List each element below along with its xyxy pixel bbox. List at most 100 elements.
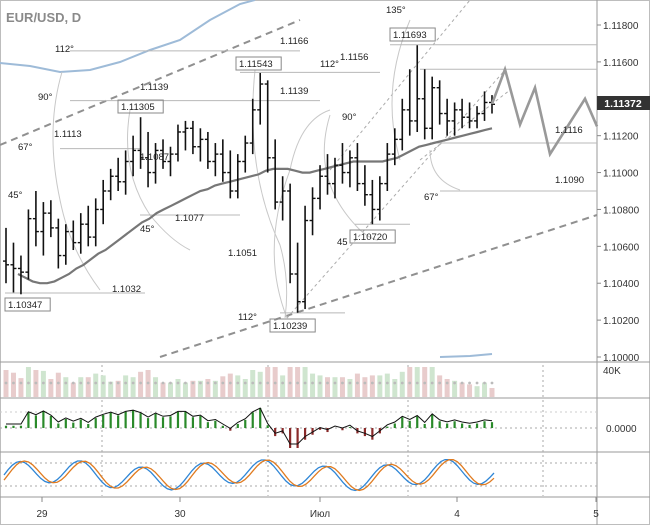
price-label: 1.11693	[393, 30, 427, 41]
volume-dot	[64, 381, 68, 385]
gann-arc	[127, 109, 191, 251]
price-label: 1.1051	[228, 248, 257, 259]
price-label: 1.1032	[112, 284, 141, 295]
volume-bar	[93, 373, 99, 397]
volume-bar	[280, 375, 286, 397]
volume-bar	[108, 381, 114, 397]
price-label: 1.1087	[140, 152, 169, 163]
volume-dot	[393, 381, 397, 385]
volume-dot	[311, 381, 314, 385]
volume-bar	[85, 377, 91, 397]
angle-label: 45°	[8, 190, 23, 201]
volume-bar	[459, 382, 465, 397]
volume-dot	[430, 381, 434, 385]
volume-dot	[4, 381, 8, 385]
price-label: 1.10347	[8, 300, 42, 311]
angle-label: 90°	[38, 92, 53, 103]
volume-dot	[191, 381, 195, 385]
forecast-line	[490, 65, 599, 158]
volume-dot	[27, 381, 30, 385]
volume-bar	[467, 384, 473, 397]
volume-bar	[369, 375, 375, 397]
volume-bar	[63, 377, 69, 397]
volume-dot	[445, 381, 449, 385]
volume-bar	[220, 376, 226, 397]
volume-dot	[296, 381, 299, 385]
y-tick-label: 1.11600	[603, 58, 639, 69]
price-label: 1.11305	[121, 102, 155, 113]
gann-arc	[323, 114, 379, 241]
volume-dot	[131, 381, 135, 385]
volume-dot	[184, 381, 187, 385]
volume-dot	[34, 381, 38, 385]
forecast-path	[490, 65, 599, 158]
channel-line	[329, 0, 471, 171]
angle-label: 45	[337, 237, 348, 248]
volume-dot	[124, 381, 128, 385]
price-label-box	[4, 297, 51, 312]
volume-dot	[460, 381, 464, 385]
macd-pane	[0, 407, 597, 448]
volume-dot	[453, 381, 457, 385]
price-label-box	[269, 318, 316, 333]
current-price-badge: 1.11372	[597, 96, 650, 110]
volume-pane	[3, 367, 495, 397]
time-axis[interactable]: 29 30 Июл 4 5	[36, 497, 599, 520]
volume-dot	[139, 381, 142, 385]
y-tick-label: 1.11200	[603, 132, 639, 143]
volume-bar	[310, 373, 316, 397]
volume-bar	[384, 373, 390, 397]
volume-bar	[78, 377, 84, 397]
volume-dot	[273, 381, 277, 385]
volume-bar	[48, 379, 54, 397]
volume-dot	[326, 381, 329, 385]
volume-dot	[251, 381, 255, 385]
volume-dot	[385, 381, 389, 385]
price-label-box	[389, 27, 436, 42]
volume-dot	[86, 381, 90, 385]
price-label-box	[117, 99, 164, 114]
angle-label: 67°	[18, 142, 33, 153]
volume-bar	[377, 375, 383, 397]
volume-bar	[55, 372, 61, 397]
volume-bar	[332, 377, 338, 397]
volume-dot	[348, 381, 352, 385]
volume-dot	[423, 381, 427, 385]
lower-trendline	[159, 214, 598, 358]
volume-dot	[288, 381, 292, 385]
angle-label: 67°	[424, 192, 439, 203]
y-tick-label: 1.10200	[603, 316, 640, 327]
volume-dot	[356, 381, 359, 385]
x-tick-label: 29	[36, 509, 48, 520]
volume-dot	[176, 381, 180, 385]
stoch-d	[3, 459, 495, 492]
volume-dot	[415, 381, 419, 385]
volume-bar	[227, 373, 233, 397]
volume-dot	[468, 381, 471, 385]
volume-bar	[190, 380, 196, 397]
volume-dot	[400, 381, 404, 385]
volume-dot	[266, 381, 270, 385]
price-levels	[5, 44, 597, 314]
volume-bar	[482, 382, 488, 397]
chart-title: EUR/USD, D	[6, 10, 81, 25]
volume-dot	[19, 381, 23, 385]
price-bars	[3, 45, 495, 313]
price-badge-bg	[597, 96, 650, 110]
volume-bar	[205, 379, 211, 397]
gann-arc	[52, 71, 101, 291]
volume-dot	[221, 381, 225, 385]
macd-signal	[6, 407, 493, 445]
price-label-box	[349, 229, 396, 244]
volume-dot	[236, 381, 240, 385]
volume-bar	[160, 382, 166, 397]
volume-bar	[474, 386, 480, 397]
price-label: 1.1090	[555, 175, 584, 186]
trend-lines	[0, 0, 598, 358]
volume-bar	[212, 380, 218, 397]
volume-bar	[18, 378, 24, 397]
volume-dot	[161, 381, 165, 385]
angle-label: 135°	[386, 5, 406, 16]
volume-bar	[167, 382, 173, 397]
